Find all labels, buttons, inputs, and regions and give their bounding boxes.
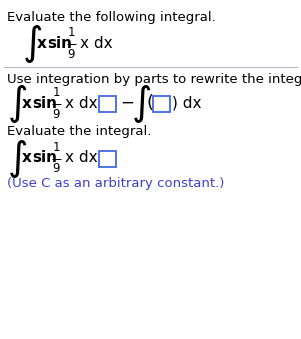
Text: sin: sin bbox=[47, 36, 72, 51]
Text: x dx =: x dx = bbox=[65, 96, 120, 111]
Text: (: ( bbox=[146, 94, 153, 112]
Text: ) dx: ) dx bbox=[172, 96, 201, 111]
Text: sin: sin bbox=[32, 96, 57, 111]
Text: Evaluate the following integral.: Evaluate the following integral. bbox=[7, 12, 216, 24]
Text: $\int$: $\int$ bbox=[7, 83, 27, 125]
Text: 1: 1 bbox=[52, 86, 60, 99]
Text: 1: 1 bbox=[52, 141, 60, 154]
Text: 1: 1 bbox=[67, 26, 75, 39]
Text: sin: sin bbox=[32, 151, 57, 165]
Text: 9: 9 bbox=[52, 107, 60, 120]
Text: Evaluate the integral.: Evaluate the integral. bbox=[7, 125, 151, 139]
Text: x: x bbox=[37, 36, 52, 51]
Text: −: − bbox=[120, 94, 134, 112]
Text: (Use C as an arbitrary constant.): (Use C as an arbitrary constant.) bbox=[7, 178, 224, 191]
Text: 9: 9 bbox=[52, 162, 60, 176]
Text: $\int$: $\int$ bbox=[22, 23, 42, 65]
Text: x: x bbox=[22, 151, 37, 165]
Text: x dx =: x dx = bbox=[65, 151, 120, 165]
FancyBboxPatch shape bbox=[99, 96, 116, 112]
Text: Use integration by parts to rewrite the integral.: Use integration by parts to rewrite the … bbox=[7, 73, 301, 85]
Text: $\int$: $\int$ bbox=[131, 83, 151, 125]
FancyBboxPatch shape bbox=[153, 96, 170, 112]
Text: 9: 9 bbox=[67, 47, 75, 60]
Text: $\int$: $\int$ bbox=[7, 138, 27, 180]
Text: x dx: x dx bbox=[80, 36, 113, 51]
FancyBboxPatch shape bbox=[99, 151, 116, 167]
Text: x: x bbox=[22, 96, 37, 111]
